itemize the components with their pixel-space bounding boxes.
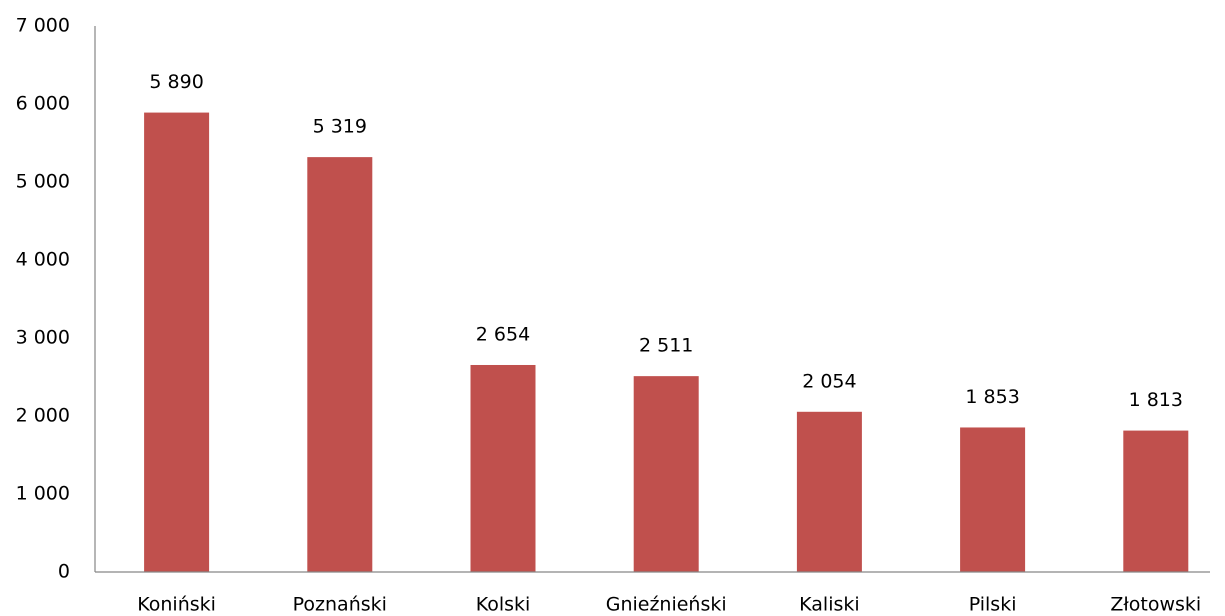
- x-tick-label: Gnieźnieński: [606, 594, 727, 616]
- value-label: 2 054: [802, 370, 856, 392]
- y-tick-label: 0: [58, 561, 70, 583]
- x-tick-label: Złotowski: [1110, 594, 1201, 616]
- bar: [796, 411, 862, 572]
- value-label: 1 853: [965, 386, 1019, 408]
- bar: [1123, 430, 1189, 572]
- bar: [960, 427, 1026, 572]
- x-tick-label: Poznański: [293, 594, 387, 616]
- bar: [470, 364, 536, 572]
- bar: [633, 376, 699, 572]
- y-tick-label: 7 000: [16, 15, 70, 37]
- y-tick-label: 2 000: [16, 405, 70, 427]
- y-tick-label: 3 000: [16, 327, 70, 349]
- x-tick-label: Kaliski: [799, 594, 860, 616]
- x-tick-label: Pilski: [969, 594, 1017, 616]
- value-label: 2 511: [639, 335, 693, 357]
- bar: [144, 112, 210, 572]
- y-tick-label: 4 000: [16, 249, 70, 271]
- value-label: 5 319: [313, 116, 367, 138]
- bar: [307, 157, 373, 573]
- y-tick-label: 1 000: [16, 483, 70, 505]
- x-tick-label: Koniński: [137, 594, 216, 616]
- x-tick-label: Kolski: [476, 594, 531, 616]
- value-label: 1 813: [1129, 389, 1183, 411]
- y-tick-label: 5 000: [16, 171, 70, 193]
- y-tick-label: 6 000: [16, 93, 70, 115]
- value-label: 5 890: [149, 71, 203, 93]
- value-label: 2 654: [476, 323, 530, 345]
